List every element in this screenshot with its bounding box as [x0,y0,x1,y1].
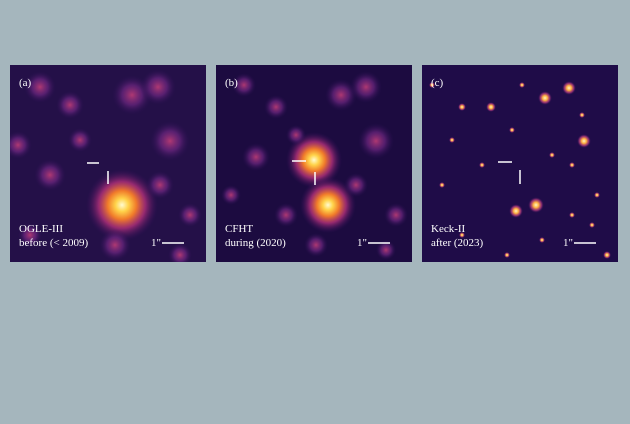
star [449,137,455,143]
star [479,162,485,168]
star [242,143,270,171]
star [589,222,595,228]
image-panel: (a) OGLE-III before (< 2009) 1" [10,65,206,262]
star [18,223,42,247]
star [146,171,174,199]
image-panel: (c) Keck-II after (2023) 1" [422,65,618,262]
star [569,162,575,168]
star [509,127,515,133]
star [603,251,611,259]
stars [221,71,408,260]
stars [429,81,611,259]
star [150,121,190,161]
star [539,237,545,243]
star [140,69,176,105]
star [509,204,523,218]
star [68,128,92,152]
panel-label: (a) [19,77,32,89]
star [562,81,576,95]
panel-label: (c) [431,77,444,89]
star [232,73,256,97]
star [56,91,84,119]
star [86,169,158,241]
scale-label: 1" [357,237,367,249]
scale-label: 1" [151,237,161,249]
star [10,131,32,159]
star [325,79,357,111]
star [24,71,56,103]
stars [10,69,202,262]
epoch: before (< 2009) [19,237,88,249]
star [538,91,552,105]
star [519,82,525,88]
star [459,232,465,238]
star [286,132,342,188]
instrument: OGLE-III [19,223,63,235]
scale-label: 1" [563,237,573,249]
star [439,182,445,188]
panel-background [422,65,618,262]
star [376,240,396,260]
star [358,123,394,159]
star [458,103,466,111]
star [34,159,66,191]
star [286,125,306,145]
instrument: Keck-II [431,223,466,235]
star [429,82,435,88]
star [168,243,192,262]
star [486,102,496,112]
star [594,192,600,198]
image-panel: (b) CFHT during (2020) 1" [216,65,412,262]
star [384,203,408,227]
star [264,95,288,119]
star [569,212,575,218]
epoch: during (2020) [225,237,286,249]
star [549,152,555,158]
star [577,134,591,148]
star [304,233,328,257]
star [528,197,544,213]
star [99,229,131,261]
star [221,185,241,205]
star [344,173,368,197]
epoch: after (2023) [431,237,484,249]
star [300,177,356,233]
instrument: CFHT [225,223,253,235]
star [504,252,510,258]
star [178,203,202,227]
star [274,203,298,227]
star [350,71,382,103]
panel-label: (b) [225,77,238,89]
star [579,112,585,118]
